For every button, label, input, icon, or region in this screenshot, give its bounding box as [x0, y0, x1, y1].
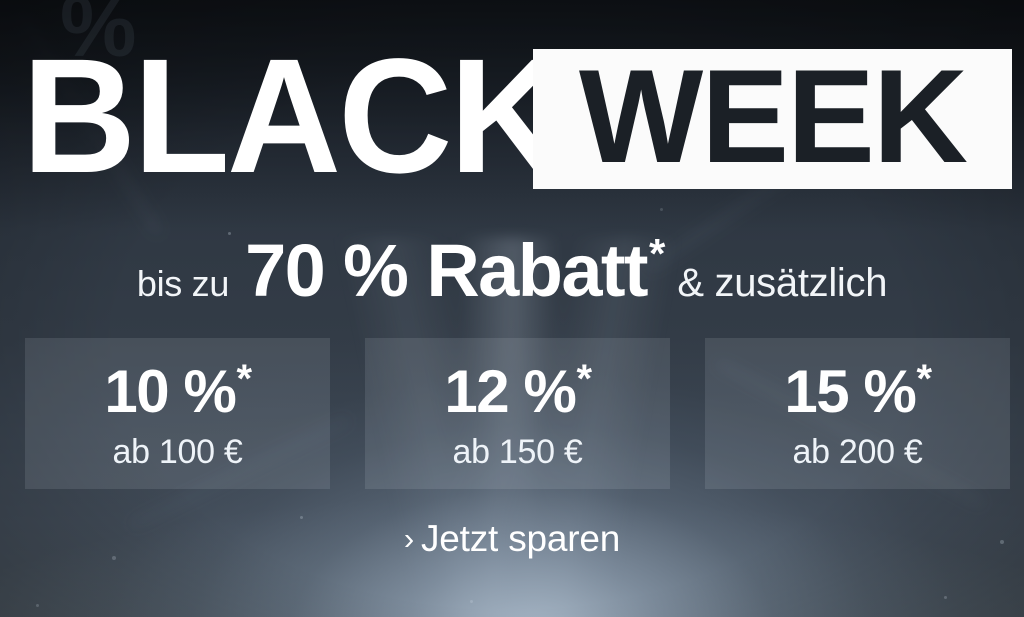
cta-container: › Jetzt sparen	[0, 518, 1024, 560]
headline-word-black: BLACK	[22, 24, 564, 207]
offer-box[interactable]: 10 %* ab 100 €	[25, 338, 330, 489]
subheadline: bis zu 70 % Rabatt * & zusätzlich	[0, 228, 1024, 318]
subheadline-asterisk: *	[648, 230, 666, 277]
offer-percent: 10 %*	[104, 357, 252, 430]
background-speck	[36, 604, 39, 607]
background-speck	[112, 556, 116, 560]
subheadline-discount: 70 % Rabatt	[245, 229, 648, 312]
offer-threshold: ab 150 €	[452, 433, 583, 471]
offer-box-group: 10 %* ab 100 € 12 %* ab 150 € 15 %* ab 2…	[25, 338, 1010, 489]
background-speck	[300, 516, 303, 519]
offer-asterisk: *	[916, 357, 933, 401]
offer-percent-value: 10 %	[104, 358, 237, 425]
headline-word-week: WEEK	[578, 42, 968, 191]
percent-watermark-icon: %	[60, 0, 136, 75]
headline: BLACK WEEK	[0, 34, 1024, 197]
offer-box[interactable]: 15 %* ab 200 €	[705, 338, 1010, 489]
cta-save-now-link[interactable]: › Jetzt sparen	[404, 518, 620, 560]
background-speck	[944, 596, 947, 599]
offer-asterisk: *	[576, 357, 593, 401]
background-speck	[470, 600, 473, 603]
offer-threshold: ab 200 €	[792, 433, 923, 471]
background-speck	[1000, 540, 1004, 544]
background-speck	[660, 208, 663, 211]
cta-label: Jetzt sparen	[420, 518, 621, 559]
chevron-right-icon: ›	[403, 521, 414, 556]
subheadline-suffix: & zusätzlich	[677, 261, 888, 305]
offer-asterisk: *	[236, 357, 253, 401]
offer-percent: 15 %*	[784, 357, 932, 430]
offer-box[interactable]: 12 %* ab 150 €	[365, 338, 670, 489]
offer-percent-value: 15 %	[784, 358, 917, 425]
headline-week-box: WEEK	[533, 49, 1012, 189]
background-speck	[228, 232, 231, 235]
offer-threshold: ab 100 €	[112, 433, 243, 471]
offer-percent-value: 12 %	[444, 358, 577, 425]
offer-percent: 12 %*	[444, 357, 592, 430]
subheadline-prefix: bis zu	[136, 263, 230, 304]
